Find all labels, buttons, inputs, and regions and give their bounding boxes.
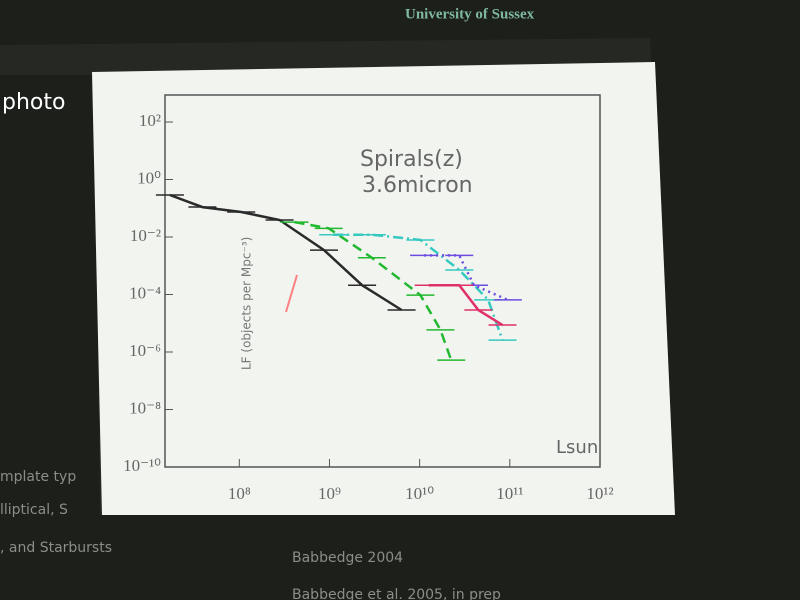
x-tick-label: 10¹² xyxy=(586,484,613,503)
y-tick-label: 10² xyxy=(139,111,161,130)
chart-panel xyxy=(92,62,675,515)
x-tick-label: 10⁹ xyxy=(318,484,341,503)
y-tick-label: 10⁻¹⁰ xyxy=(123,456,161,475)
institution: University of Sussex xyxy=(405,6,535,22)
plot-frame xyxy=(164,94,601,468)
x-tick-label: 10⁸ xyxy=(228,484,251,503)
chart-title: Spirals(z) xyxy=(360,147,463,172)
x-tick-label: 10¹⁰ xyxy=(405,484,434,503)
reference: Babbedge et al. 2005, in prep xyxy=(292,587,501,600)
series-line xyxy=(294,220,453,361)
chart-subtitle: 3.6micron xyxy=(362,173,473,198)
side-text: mplate typ xyxy=(0,469,76,485)
y-axis-label: LF (objects per Mpc⁻³) xyxy=(240,237,254,370)
y-tick-label: 10⁰ xyxy=(137,168,161,187)
series-line xyxy=(428,283,504,327)
annotation-stroke xyxy=(285,274,298,313)
section-title: photo xyxy=(2,90,65,115)
reference: Babbedge 2004 xyxy=(292,550,403,566)
series-line xyxy=(333,233,504,341)
y-tick-label: 10⁻⁸ xyxy=(129,398,161,417)
y-tick-label: 10⁻⁶ xyxy=(129,341,161,360)
x-tick-label: 10¹¹ xyxy=(496,484,523,503)
side-text: lliptical, S xyxy=(0,502,68,518)
y-tick-label: 10⁻⁴ xyxy=(129,283,161,302)
y-tick-label: 10⁻² xyxy=(130,226,161,245)
x-axis-label: Lsun xyxy=(556,437,598,458)
side-text: , and Starbursts xyxy=(0,540,112,556)
